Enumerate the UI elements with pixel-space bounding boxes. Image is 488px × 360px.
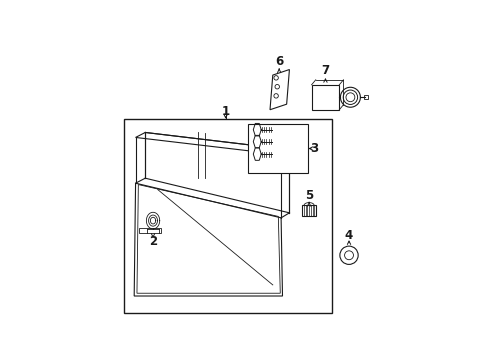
Text: 2: 2 — [149, 235, 157, 248]
Bar — [247, 123, 307, 174]
Text: 7: 7 — [321, 64, 329, 77]
Text: 4: 4 — [344, 229, 352, 242]
Bar — [364, 95, 367, 99]
Bar — [123, 119, 331, 313]
Text: 1: 1 — [221, 105, 229, 118]
Text: 5: 5 — [305, 189, 313, 202]
Bar — [301, 205, 316, 216]
Text: 6: 6 — [274, 55, 283, 68]
Text: 3: 3 — [310, 142, 318, 155]
Bar — [311, 85, 339, 110]
